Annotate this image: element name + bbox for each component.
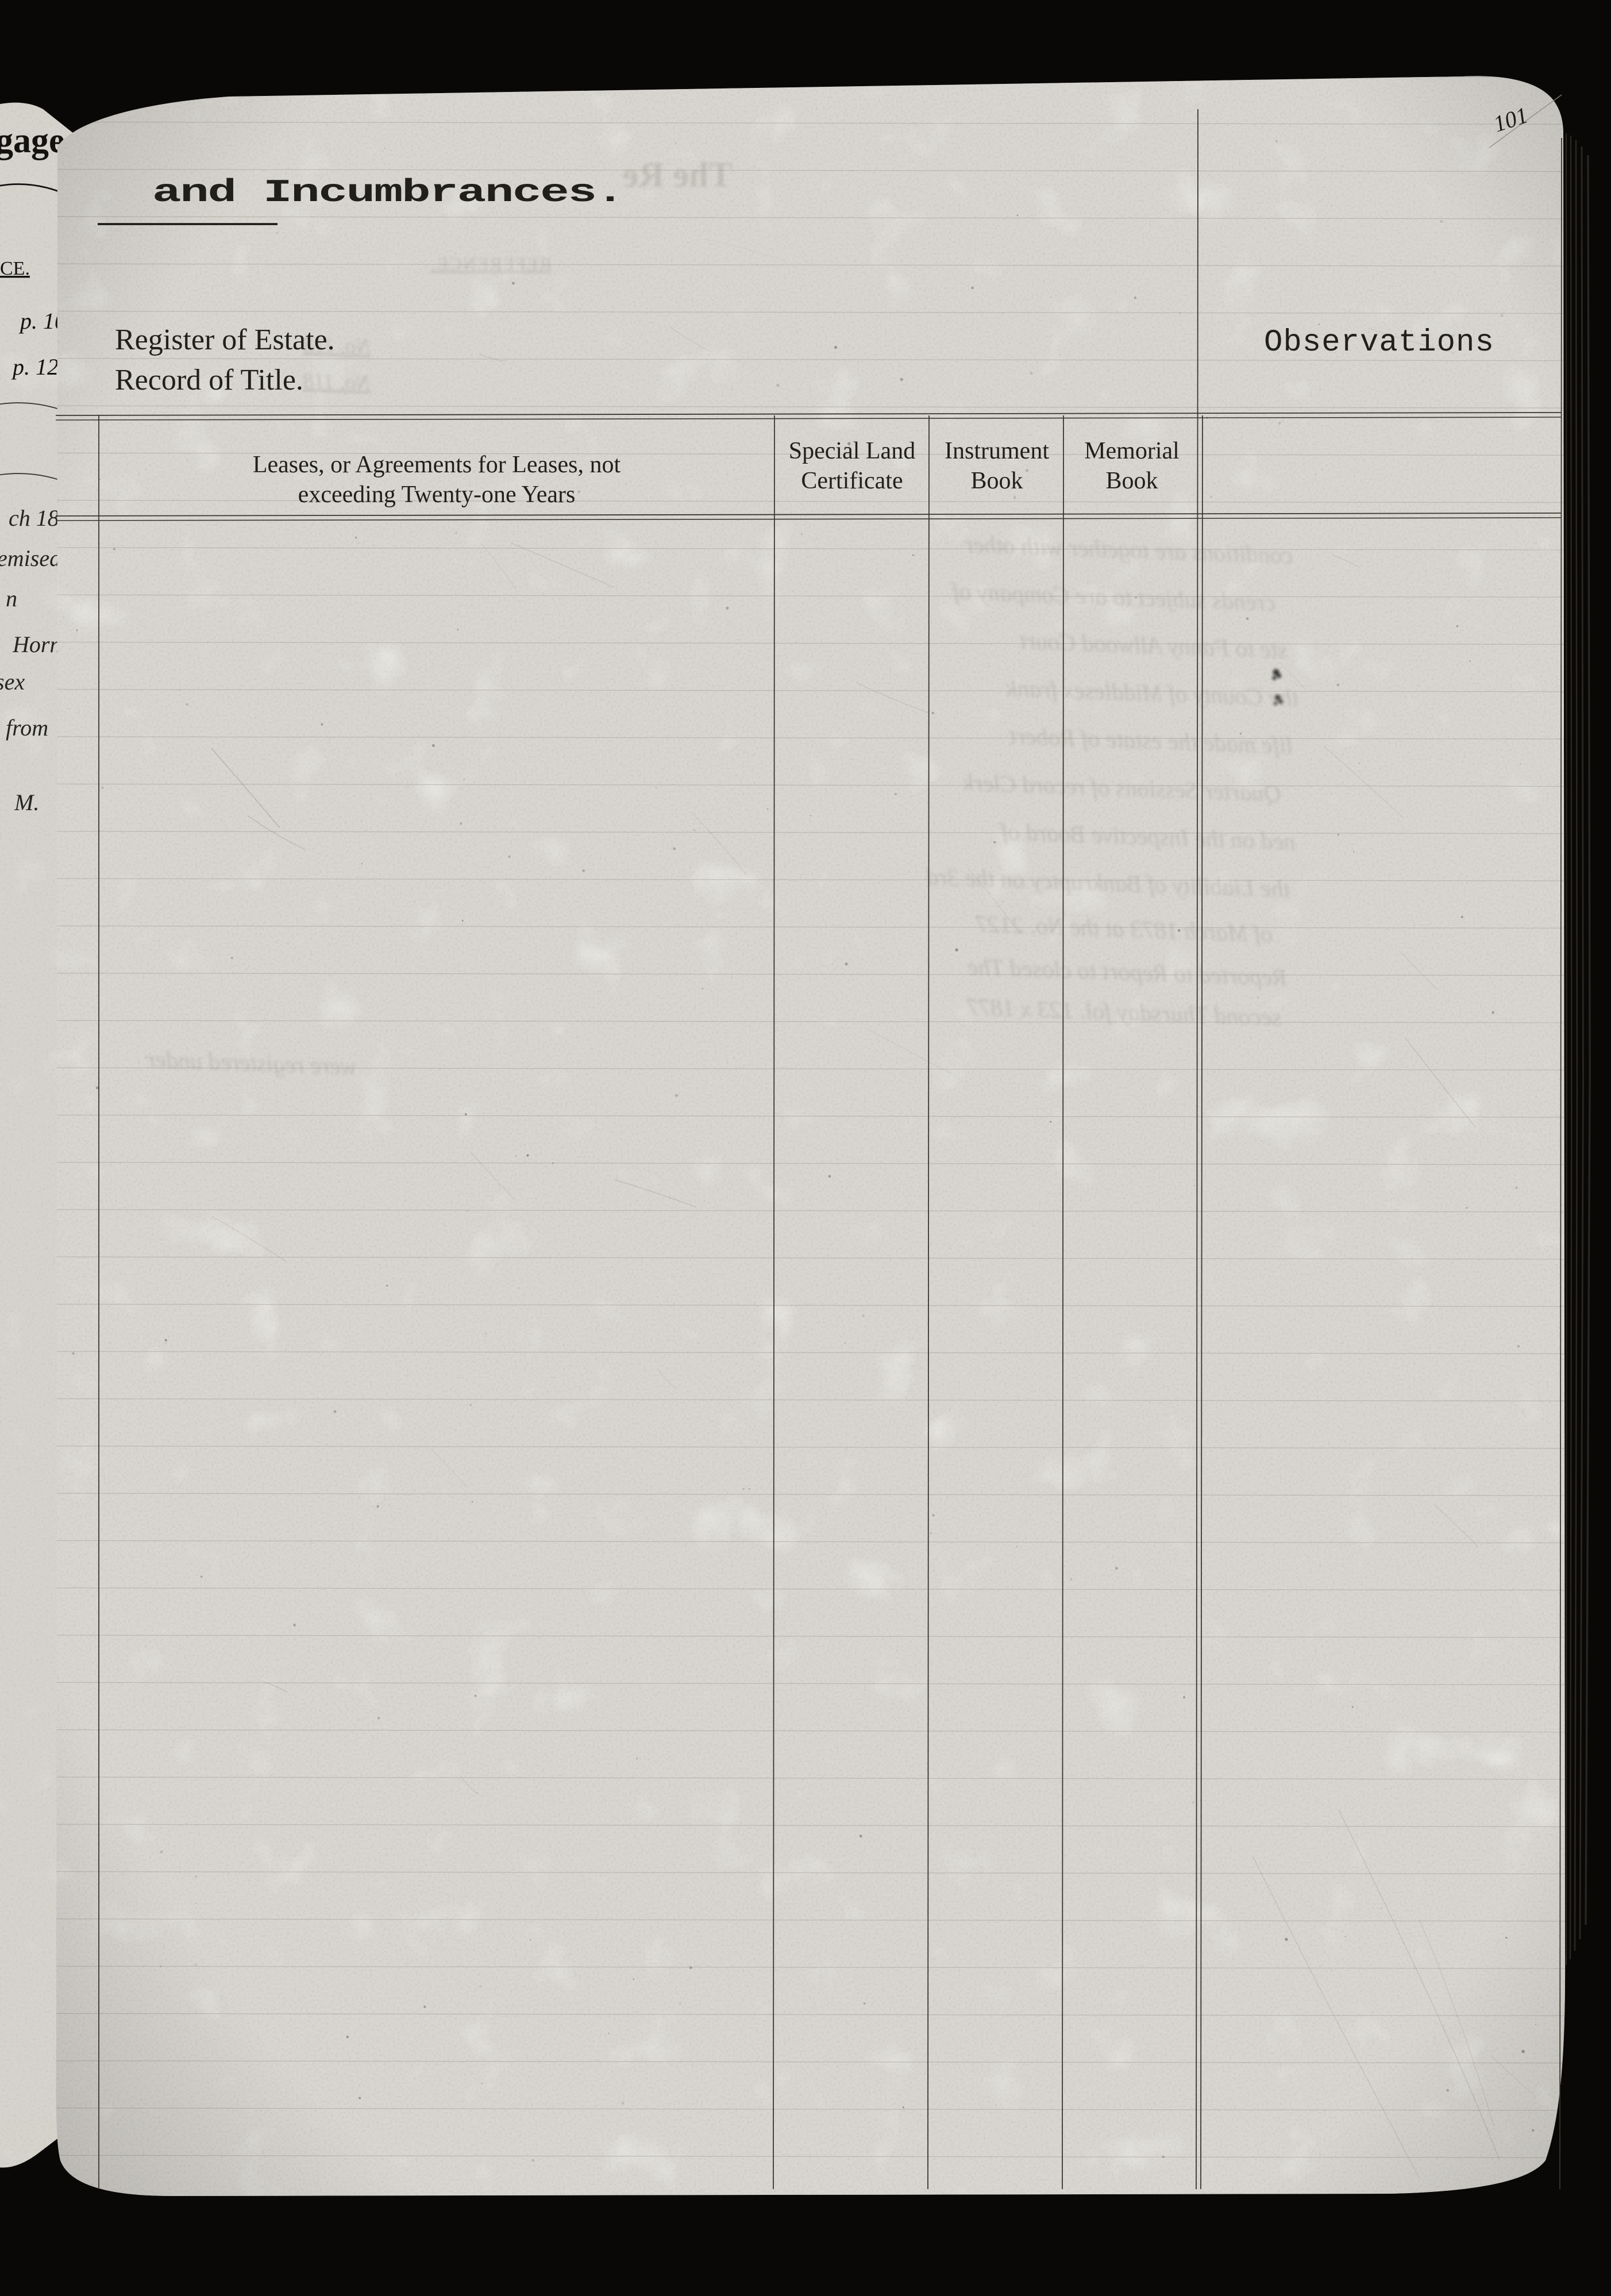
svg-text:No. 118: No. 118	[303, 369, 372, 395]
svg-text:Certificate: Certificate	[801, 468, 903, 494]
svg-text:sex: sex	[0, 669, 25, 695]
svg-text:Special Land: Special Land	[789, 438, 915, 464]
svg-text:Memorial: Memorial	[1084, 438, 1180, 464]
svg-text:CE.: CE.	[0, 258, 30, 279]
svg-text:from: from	[6, 715, 48, 741]
svg-text:n: n	[6, 585, 17, 611]
svg-text:emised: emised	[0, 545, 61, 571]
svg-text:Book: Book	[970, 468, 1023, 494]
svg-text:Book: Book	[1105, 468, 1158, 494]
svg-text:Observations: Observations	[1264, 325, 1494, 360]
svg-text:The Re: The Re	[623, 156, 733, 195]
svg-text:M.: M.	[14, 789, 39, 815]
svg-text:Leases, or Agreements for Leas: Leases, or Agreements for Leases, not	[253, 452, 621, 478]
svg-text:exceeding Twenty-one Years: exceeding Twenty-one Years	[298, 481, 576, 508]
svg-text:Record of Title.: Record of Title.	[115, 364, 303, 396]
svg-text:Register of Estate.: Register of Estate.	[115, 323, 335, 356]
svg-text:and Incumbrances.: and Incumbrances.	[152, 174, 623, 211]
svg-text:Instrument: Instrument	[945, 438, 1049, 464]
svg-text:REFERENCE.: REFERENCE.	[430, 253, 552, 274]
